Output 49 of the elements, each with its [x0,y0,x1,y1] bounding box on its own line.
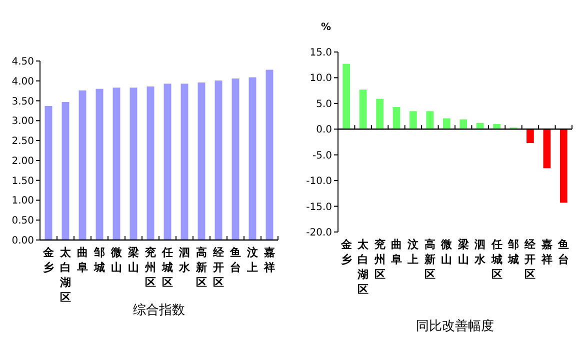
x-tick-label: 邹城 [93,246,105,274]
x-axis-title: 同比改善幅度 [416,318,494,334]
x-tick-label: 曲阜 [76,246,88,274]
y-tick-label: 2.50 [12,136,34,148]
x-tick-label: 鱼台 [229,246,241,274]
y-tick-label: 4.50 [12,56,34,68]
y-tick-label: 10.0 [310,73,332,84]
x-tick-label: 梁山 [127,246,139,274]
x-tick-label: 兖州区 [373,238,386,281]
x-tick-label: 兖州区 [144,246,156,289]
y-tick-label: -10.0 [306,176,332,188]
y-axis-title: % [320,22,332,33]
x-tick-label: 经开区 [524,238,537,281]
x-tick-label: 梁山 [456,238,469,266]
x-tick-label: 微山 [440,238,454,266]
x-tick-label: 汶上 [246,246,259,274]
y-tick-label: -20.0 [306,228,332,238]
y-tick-label: 3.00 [12,116,34,128]
x-tick-label: 嘉祥 [263,246,275,274]
y-tick-label: 3.50 [12,96,34,108]
x-tick-label: 金乡 [340,238,353,266]
y-tick-label: -15.0 [306,202,332,213]
x-tick-label: 嘉祥 [540,238,552,266]
y-tick-label: 5.0 [316,98,332,110]
x-tick-label: 太白湖区 [356,238,370,296]
x-tick-label: 金乡 [42,246,55,274]
x-axis-title: 综合指数 [133,303,185,318]
x-tick-label: 任城区 [490,238,502,281]
x-tick-label: 经开区 [212,246,225,289]
x-tick-label: 曲阜 [390,238,402,266]
x-tick-label: 邹城 [507,238,519,266]
x-tick-label: 微山 [110,246,123,274]
x-tick-label: 高新区 [195,246,207,289]
y-tick-label: 0.00 [12,236,34,246]
x-tick-label: 汶上 [406,238,420,266]
x-tick-label: 泗水 [474,238,487,266]
y-tick-label: 2.00 [12,156,34,167]
y-tick-label: 4.00 [12,76,34,88]
x-tick-label: 鱼台 [557,238,570,266]
y-tick-label: 15.0 [310,48,332,58]
x-tick-label: 泗水 [178,246,191,274]
y-tick-label: -5.0 [312,150,332,162]
y-tick-label: 1.50 [12,176,34,187]
y-tick-label: 0.50 [12,216,34,227]
x-tick-label: 任城区 [161,246,173,289]
y-tick-label: 1.00 [12,196,34,207]
x-tick-label: 太白湖区 [59,246,72,304]
x-tick-label: 高新区 [423,238,436,281]
y-tick-label: 0.0 [316,124,332,136]
